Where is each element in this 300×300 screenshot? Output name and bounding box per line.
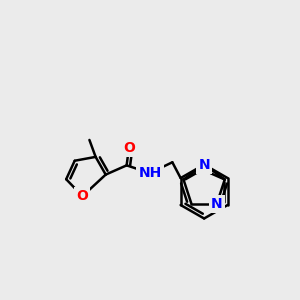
Text: O: O (76, 189, 88, 203)
Text: O: O (123, 141, 135, 155)
Text: N: N (211, 196, 223, 211)
Text: NH: NH (138, 166, 161, 180)
Text: N: N (198, 158, 210, 172)
